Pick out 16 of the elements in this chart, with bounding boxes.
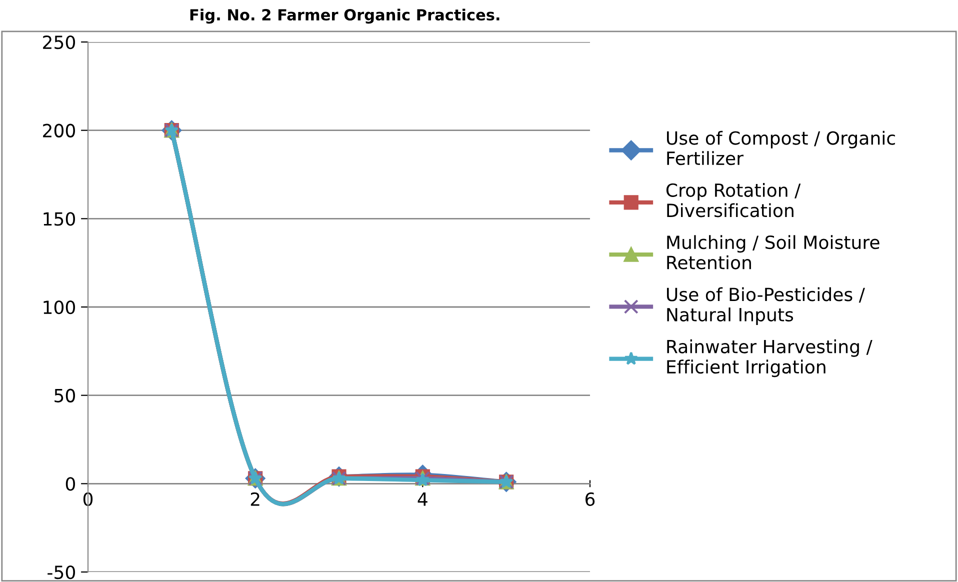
x-tick-label: 2 xyxy=(250,492,260,506)
y-tick-label: 150 xyxy=(44,212,75,226)
y-tick-label: 250 xyxy=(43,35,75,50)
legend-label: Crop Rotation / Diversification xyxy=(666,183,801,218)
y-tick-label: 50 xyxy=(54,388,75,402)
x-tick-label: 6 xyxy=(586,492,595,506)
legend-label: Rainwater Harvesting / Efficient Irrigation xyxy=(667,339,872,378)
chart-title: Fig. No. 2 Farmer Organic Practices. xyxy=(190,8,500,24)
legend-label: Mulching / Soil Moisture Retention xyxy=(667,235,880,270)
x-tick-label: 4 xyxy=(418,492,428,506)
y-tick-label: -50 xyxy=(48,565,75,580)
legend-label: Use of Bio-Pesticides / Natural Inputs xyxy=(667,287,865,325)
legend-label: Use of Compost / Organic Fertilizer xyxy=(667,130,895,166)
y-tick-label: 100 xyxy=(44,300,75,314)
y-tick-label: 200 xyxy=(43,124,75,138)
y-tick-label: 0 xyxy=(66,477,75,491)
